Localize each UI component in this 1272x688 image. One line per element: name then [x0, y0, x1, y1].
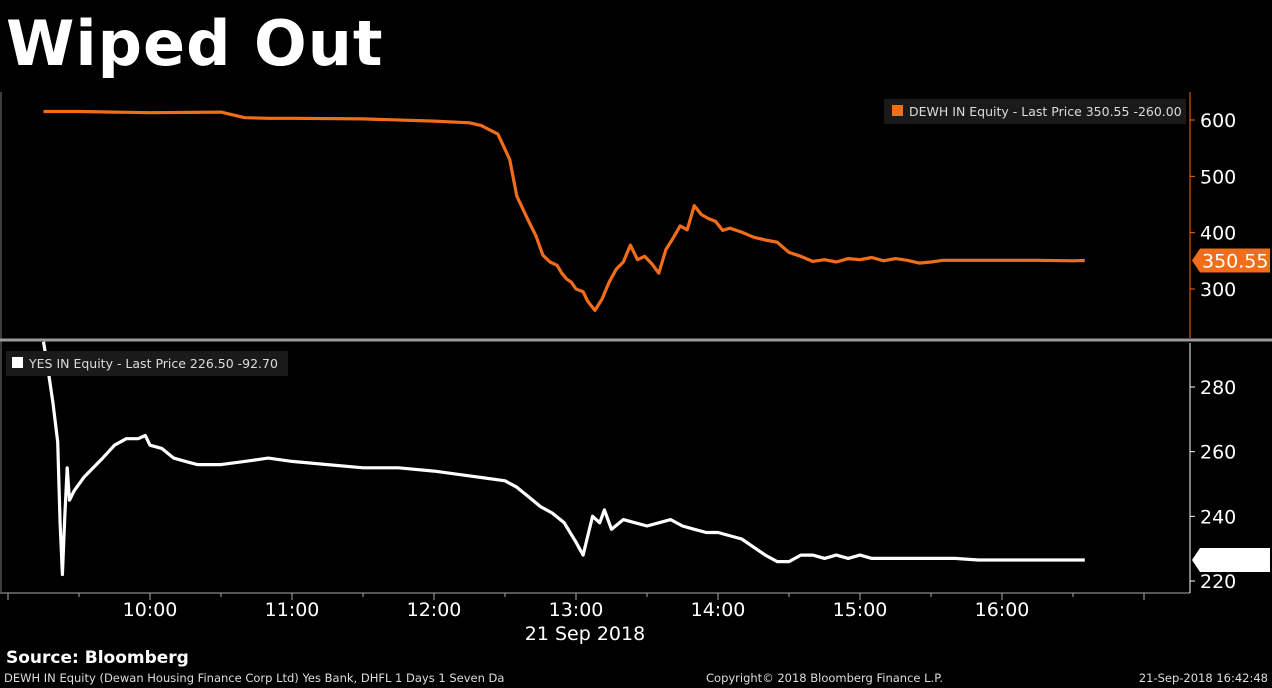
last-price-tag-yes: 226.50 — [1192, 547, 1270, 572]
legend-dewh: DEWH IN Equity - Last Price 350.55 -260.… — [884, 99, 1186, 124]
source-note: Source: Bloomberg — [6, 648, 189, 668]
series-line-dewh — [43, 109, 1085, 312]
x-tick-label: 15:00 — [833, 599, 888, 621]
legend-yes-swatch — [12, 357, 23, 368]
footer-description: DEWH IN Equity (Dewan Housing Finance Co… — [4, 671, 505, 685]
last-price-tag-yes-label: 226.50 — [1202, 550, 1268, 572]
last-price-tag-dewh-shape — [1192, 248, 1270, 273]
last-price-tag-yes-shape — [1192, 547, 1270, 572]
footer-copyright: Copyright© 2018 Bloomberg Finance L.P. — [706, 671, 943, 685]
x-tick-label: 10:00 — [123, 599, 178, 621]
x-tick-label: 11:00 — [265, 599, 320, 621]
lower-y-tick-label: 260 — [1200, 442, 1236, 464]
series-line-yes — [41, 341, 1085, 577]
upper-y-tick-label: 300 — [1200, 279, 1236, 301]
x-tick-label: 12:00 — [407, 599, 462, 621]
legend-yes: YES IN Equity - Last Price 226.50 -92.70 — [6, 351, 288, 376]
lower-y-ticks: 220 240 260 280 — [1190, 377, 1236, 593]
x-date-label: 21 Sep 2018 — [525, 623, 645, 645]
x-tick-label: 16:00 — [975, 599, 1030, 621]
upper-y-tick-label: 400 — [1200, 223, 1236, 245]
legend-yes-box — [6, 351, 288, 376]
lower-y-tick-label: 240 — [1200, 506, 1236, 528]
legend-dewh-label: DEWH IN Equity - Last Price 350.55 -260.… — [909, 104, 1182, 119]
last-price-tag-dewh-label: 350.55 — [1202, 251, 1268, 273]
x-ticks: 10:00 11:00 12:00 13:00 14:00 15:00 16:00 — [7, 593, 1145, 621]
x-tick-label: 13:00 — [549, 599, 604, 621]
chart-title: Wiped Out — [6, 7, 384, 80]
upper-y-tick-label: 600 — [1200, 110, 1236, 132]
legend-dewh-swatch — [892, 105, 903, 116]
lower-y-tick-label: 280 — [1200, 377, 1236, 399]
x-tick-label: 14:00 — [691, 599, 746, 621]
upper-y-ticks: 300 400 500 600 — [1190, 110, 1236, 301]
legend-yes-label: YES IN Equity - Last Price 226.50 -92.70 — [28, 356, 278, 371]
legend-dewh-box — [884, 99, 1186, 124]
footer-timestamp: 21-Sep-2018 16:42:48 — [1138, 671, 1268, 685]
last-price-tag-dewh: 350.55 — [1192, 248, 1270, 273]
upper-y-tick-label: 500 — [1200, 166, 1236, 188]
lower-y-tick-label: 220 — [1200, 571, 1236, 593]
